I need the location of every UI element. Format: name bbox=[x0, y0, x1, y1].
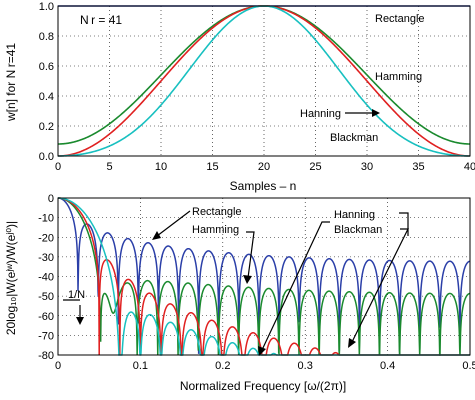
bottom-xtick-label: 0.3 bbox=[298, 360, 313, 372]
top-xtick-label: 20 bbox=[258, 161, 270, 173]
top-ytick-label: 0.4 bbox=[39, 91, 54, 103]
top-xtick-label: 40 bbox=[464, 161, 475, 173]
bottom-callout-arrowheads bbox=[76, 231, 356, 356]
bottom-callout-hanning: Hanning bbox=[334, 209, 375, 221]
top-xtick-label: 30 bbox=[361, 161, 373, 173]
bottom-ytick-label: -70 bbox=[38, 330, 54, 342]
bottom-callout-lines bbox=[63, 210, 409, 351]
top-legend-hanning: Hanning bbox=[300, 108, 341, 120]
top-xtick-label: 25 bbox=[309, 161, 321, 173]
top-xtick-label: 0 bbox=[55, 161, 61, 173]
bottom-ticks: 0 0.1 0.2 0.3 0.4 0.5 0 -10 -20 -30 -40 -50 -60 -70 -8… bbox=[38, 193, 475, 372]
top-annotation: N r = 41 bbox=[80, 13, 122, 27]
bottom-xtick-label: 0.2 bbox=[215, 360, 230, 372]
bottom-series-hamming bbox=[58, 197, 471, 356]
hanning-arrow-head bbox=[372, 109, 380, 117]
bottom-callout-blackman: Blackman bbox=[334, 224, 382, 236]
bottom-series-rectangle bbox=[57, 197, 471, 356]
bottom-xlabel: Normalized Frequency [ω/(2π)] bbox=[180, 379, 346, 393]
top-xtick-label: 10 bbox=[155, 161, 167, 173]
bottom-xtick-label: 0 bbox=[55, 360, 61, 372]
top-xtick-label: 35 bbox=[412, 161, 424, 173]
bottom-callout-hamming: Hamming bbox=[192, 224, 239, 236]
bottom-ytick-label: -20 bbox=[38, 232, 54, 244]
top-ytick-label: 0.6 bbox=[39, 61, 54, 73]
bottom-ylabel: 20log₁₀|W(eʲʷ)/W(eʲ⁰)| bbox=[4, 221, 18, 335]
bottom-annotation: 1/N bbox=[68, 289, 85, 301]
bottom-ytick-label: 0 bbox=[48, 193, 54, 205]
bottom-callout-rectangle: Rectangle bbox=[192, 206, 242, 218]
bottom-ytick-label: -60 bbox=[38, 311, 54, 323]
top-chart: 0 5 10 15 20 25 30 35 40 0.0 0.2 0.4 0.6 0.8 1.0 N r =… bbox=[4, 1, 475, 193]
top-frame bbox=[57, 5, 471, 157]
bottom-xtick-label: 0.4 bbox=[380, 360, 395, 372]
top-xtick-label: 15 bbox=[206, 161, 218, 173]
bottom-ytick-label: -30 bbox=[38, 252, 54, 264]
top-legend-hamming: Hamming bbox=[375, 71, 422, 83]
bottom-frame bbox=[57, 197, 471, 356]
bottom-ytick-label: -80 bbox=[38, 350, 54, 362]
top-ticks: 0 5 10 15 20 25 30 35 40 0.0 0.2 0.4 0.6 0.8 1.0 bbox=[39, 1, 475, 173]
top-legend-blackman: Blackman bbox=[330, 132, 378, 144]
top-ytick-label: 0.2 bbox=[39, 121, 54, 133]
bottom-ytick-label: -40 bbox=[38, 272, 54, 284]
bottom-xtick-label: 0.5 bbox=[462, 360, 475, 372]
top-ytick-label: 0.8 bbox=[39, 31, 54, 43]
bottom-ytick-label: -50 bbox=[38, 291, 54, 303]
bottom-chart: 0 0.1 0.2 0.3 0.4 0.5 0 -10 -20 -30 -40 -50 -60 -70 -8… bbox=[4, 193, 475, 393]
top-ytick-label: 0.0 bbox=[39, 151, 54, 163]
top-ylabel: w[n] for N r=41 bbox=[4, 43, 18, 122]
bottom-xtick-label: 0.1 bbox=[133, 360, 148, 372]
bottom-ytick-label: -10 bbox=[38, 213, 54, 225]
top-xtick-label: 5 bbox=[106, 161, 112, 173]
top-legend-rectangle: Rectangle bbox=[375, 13, 425, 25]
top-ytick-label: 1.0 bbox=[39, 1, 54, 13]
top-xlabel: Samples – n bbox=[230, 179, 297, 193]
